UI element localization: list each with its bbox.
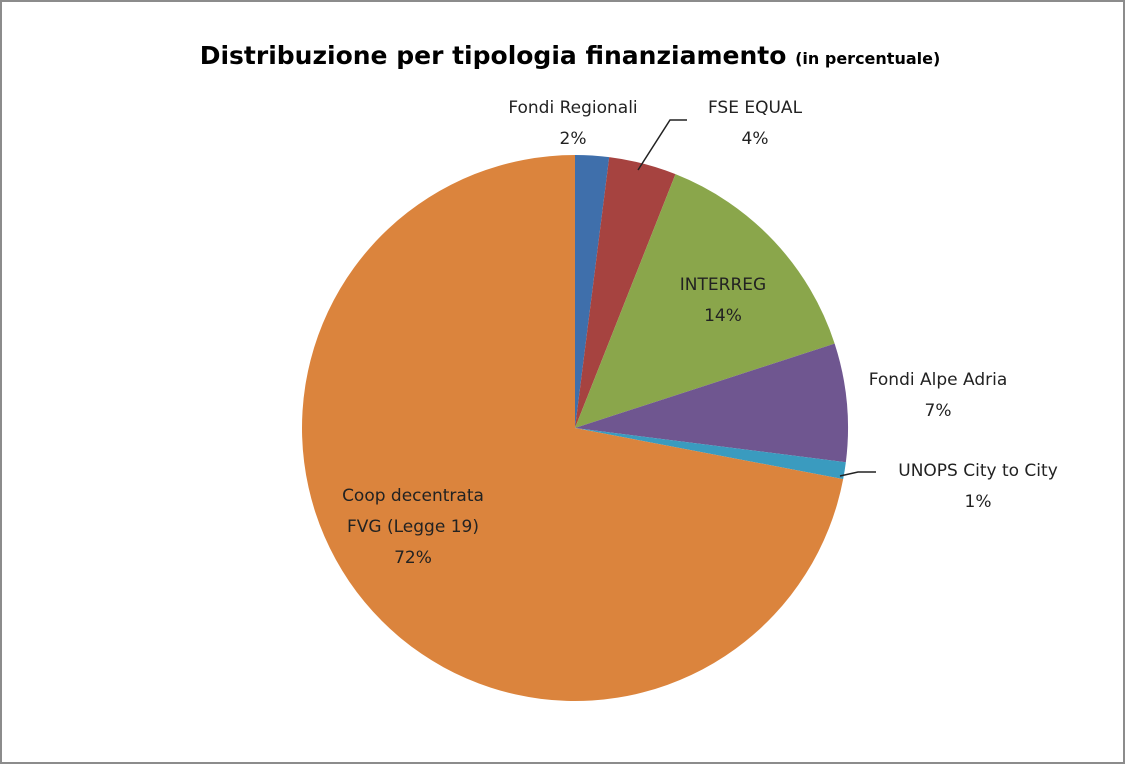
pie-slice (575, 428, 846, 480)
value-label: 7% (924, 401, 952, 421)
chart-title: Distribuzione per tipologia finanziament… (200, 41, 787, 70)
pie-slice (575, 343, 848, 463)
category-label: UNOPS City to City (898, 461, 1058, 481)
value-label: 4% (741, 129, 769, 149)
category-label: FSE EQUAL (707, 98, 803, 118)
data-label: INTERREG 14% (623, 270, 823, 332)
data-label: UNOPS City to City 1% (858, 456, 1098, 518)
category-label: Fondi Alpe Adria (868, 370, 1008, 390)
chart-subtitle: (in percentuale) (795, 49, 940, 68)
category-label: Fondi Regionali (508, 98, 638, 118)
leader-line (637, 119, 687, 171)
data-label: Coop decentrata FVG (Legge 19) 72% (323, 481, 503, 574)
category-label: Coop decentrata FVG (Legge 19) (342, 486, 484, 537)
pie-slice (575, 174, 835, 428)
pie-slice (575, 155, 610, 428)
title: Distribuzione per tipologia finanziament… (200, 41, 941, 70)
value-label: 1% (964, 492, 992, 512)
value-label: 72% (394, 548, 432, 568)
pie-slice (302, 155, 844, 702)
data-label: FSE EQUAL 4% (655, 93, 855, 155)
pie-slice (575, 157, 676, 428)
category-label: INTERREG (679, 275, 767, 295)
data-label: Fondi Regionali 2% (473, 93, 673, 155)
data-label: Fondi Alpe Adria 7% (828, 365, 1048, 427)
value-label: 2% (559, 129, 587, 149)
leader-line (839, 471, 876, 477)
value-label: 14% (704, 306, 742, 326)
